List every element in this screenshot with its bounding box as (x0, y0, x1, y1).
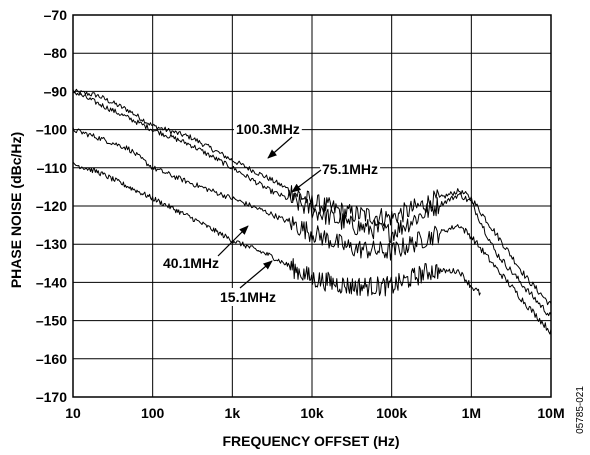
y-tick-label: –170 (36, 389, 67, 405)
annotation-label-background (161, 254, 222, 272)
y-axis-title: PHASE NOISE (dBc/Hz) (8, 132, 24, 288)
figure-id: 05785-021 (575, 386, 586, 434)
y-tick-label: –140 (36, 274, 67, 290)
y-tick-label: –120 (36, 198, 67, 214)
x-tick-label: 10M (537, 405, 564, 421)
x-tick-label: 100 (141, 405, 165, 421)
y-tick-label: –80 (44, 45, 68, 61)
series-layer (72, 88, 552, 335)
annotation-layer: 100.3MHz 75.1MHz 40.1MHz 15.1MHz (161, 120, 381, 306)
grid-layer (72, 14, 552, 398)
x-axis-title: FREQUENCY OFFSET (Hz) (222, 433, 399, 449)
series-line-40-1mhz (72, 127, 552, 335)
y-tick-label: –110 (37, 160, 68, 176)
annotation-label-background (320, 160, 381, 178)
series-annotation-label: 100.3MHz (236, 121, 300, 137)
x-tick-label: 10k (300, 405, 324, 421)
annotation-arrow (239, 260, 273, 289)
annotation-label-background (234, 120, 302, 138)
annotation-arrow (267, 136, 293, 159)
y-tick-label: –150 (36, 313, 67, 329)
annotation-label-background (218, 288, 279, 306)
series-annotation-label: 75.1MHz (322, 161, 378, 177)
y-tick-label: –160 (36, 351, 67, 367)
annotation-arrow (291, 169, 322, 193)
y-tick-label: –130 (36, 236, 67, 252)
series-line-15-1mhz (72, 161, 481, 297)
y-tick-label: –70 (44, 7, 68, 23)
annotation-arrow (217, 225, 249, 257)
series-annotation-label: 15.1MHz (220, 289, 276, 305)
y-tick-label: –90 (44, 83, 68, 99)
series-annotation-label: 40.1MHz (163, 255, 219, 271)
series-line-75-1mhz (72, 89, 552, 317)
x-tick-label: 10 (65, 405, 81, 421)
y-tick-label: –100 (36, 122, 67, 138)
x-tick-label: 1k (225, 405, 241, 421)
x-tick-label: 1M (462, 405, 481, 421)
tick-layer: 10 100 1k 10k 100k 1M 10M –70 –80 –90 –100 –110 –120… (36, 7, 565, 421)
series-line-100-3mhz (72, 88, 552, 306)
x-tick-label: 100k (376, 405, 407, 421)
